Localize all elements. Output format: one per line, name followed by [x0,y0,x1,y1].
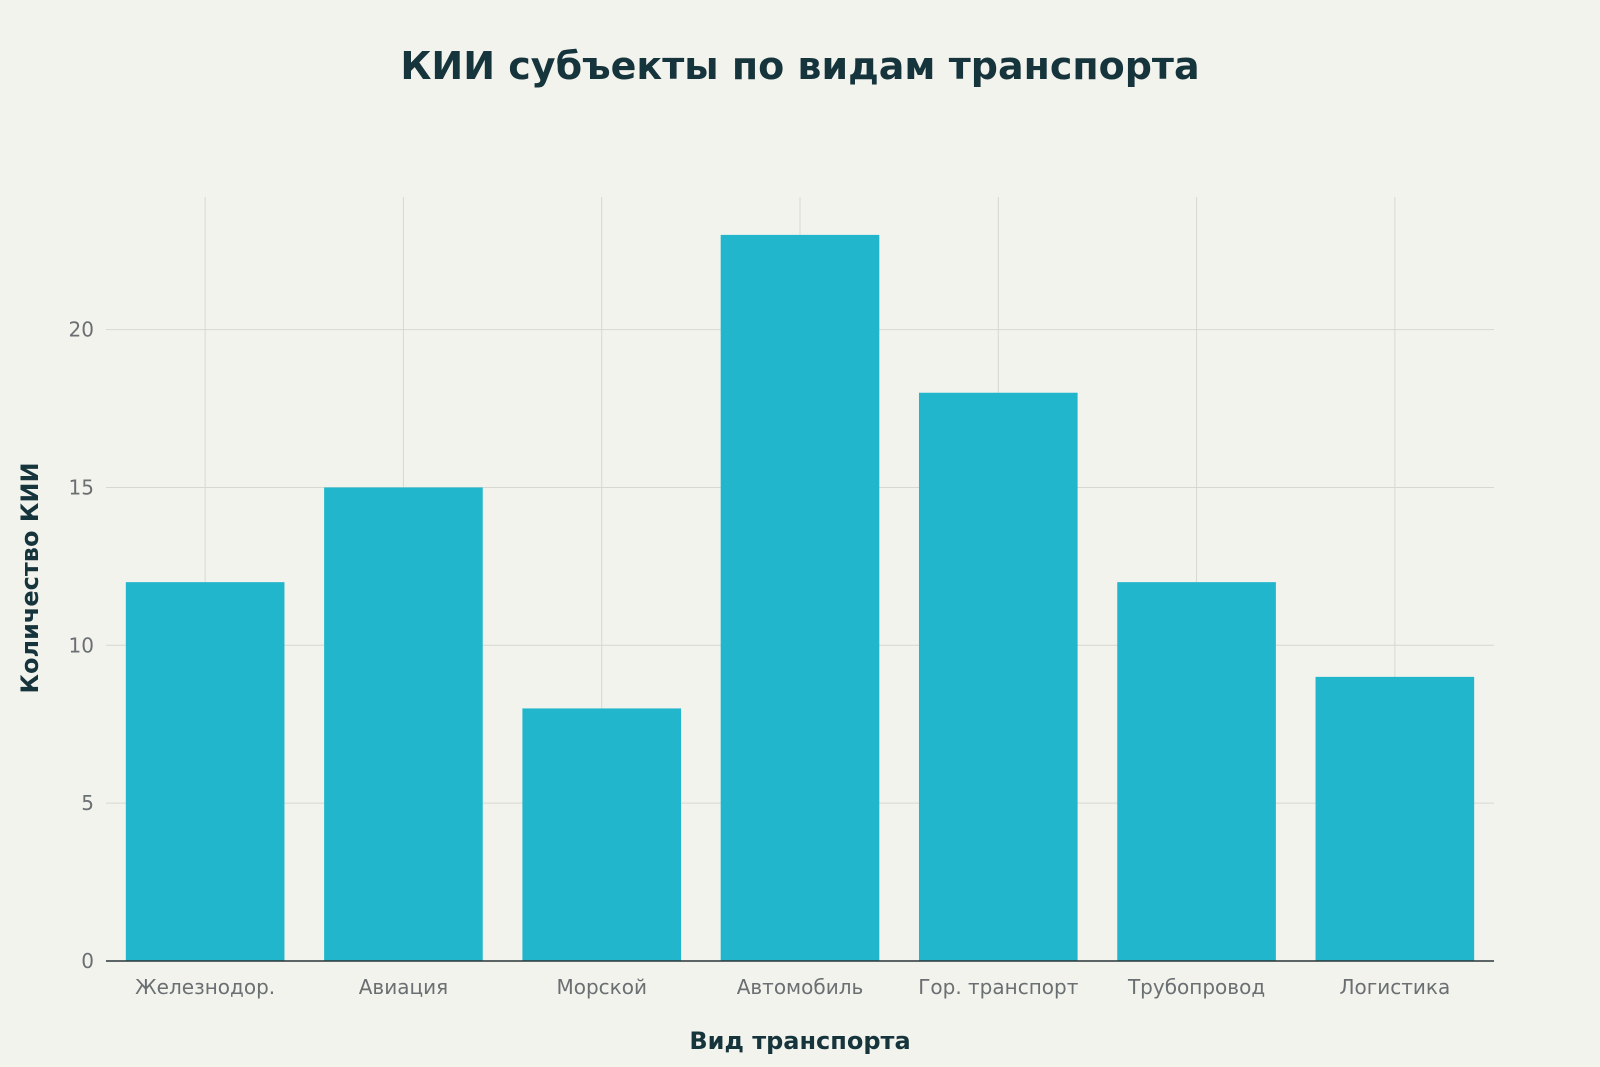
x-tick-label: Гор. транспорт [918,975,1079,999]
bar [324,487,483,961]
x-axis-title: Вид транспорта [689,1027,910,1055]
y-tick-label: 10 [69,633,94,657]
axes: 0 5 10 15 20 Железнодор. Авиация Морской Автомоб… [69,318,1494,999]
y-axis-title: Количество КИИ [16,462,44,693]
y-tick-label: 15 [69,475,94,499]
chart-title: КИИ субъекты по видам транспорта [400,44,1199,88]
x-tick-label: Авиация [359,975,448,999]
bar [1117,582,1276,961]
x-tick-label: Морской [556,975,647,999]
y-tick-label: 20 [69,318,94,342]
bar [125,582,285,961]
y-tick-label: 5 [81,791,94,815]
bars [125,234,1475,962]
x-tick-label: Автомобиль [737,975,864,999]
bar [720,234,880,962]
y-tick-label: 0 [81,949,94,973]
bar [522,708,682,961]
x-tick-label: Трубопровод [1127,975,1265,999]
x-tick-label: Логистика [1339,975,1450,999]
bar [918,392,1078,961]
x-tick-label: Железнодор. [135,975,275,999]
bar [1315,676,1475,961]
